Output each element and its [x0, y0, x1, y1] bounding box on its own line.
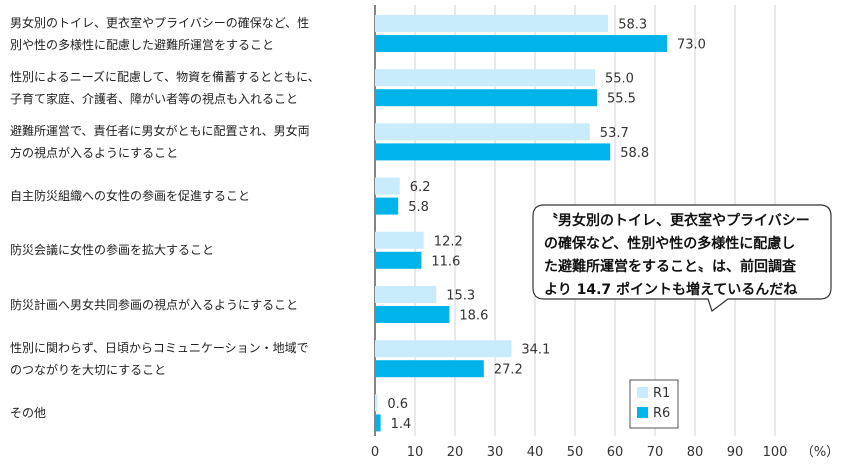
- legend-box: [629, 379, 679, 429]
- bar-r6: [375, 89, 597, 107]
- x-tick-label: 10: [407, 445, 424, 460]
- bar-r1: [375, 69, 595, 87]
- x-tick-label: 30: [487, 445, 504, 460]
- value-label: 27.2: [494, 363, 523, 378]
- category-label: 性別に関わらず、日頃からコミュニケーション・地域で のつながりを大切にすること: [10, 337, 360, 381]
- value-label: 58.3: [618, 18, 647, 33]
- bar-r6: [375, 306, 450, 323]
- bar-r6: [375, 143, 611, 161]
- category-label: その他: [10, 402, 360, 424]
- legend-label: R1: [653, 386, 670, 401]
- value-label: 55.0: [605, 72, 634, 87]
- category-label-line: 防災会議に女性の参画を拡大すること: [10, 243, 215, 258]
- category-label: 自主防災組織への女性の参画を促進すること: [10, 185, 360, 207]
- category-label-line: 男女別のトイレ、更衣室やプライバシーの確保など、性: [10, 15, 310, 30]
- x-tick-label: 0: [371, 445, 379, 460]
- bar-r1: [375, 394, 378, 412]
- x-tick-label: 70: [647, 445, 664, 460]
- x-tick-label: 90: [727, 445, 744, 460]
- category-label: 男女別のトイレ、更衣室やプライバシーの確保など、性 別や性の多様性に配慮した避難所…: [10, 12, 360, 56]
- callout-text: 〝男女別のトイレ、更衣室やプライバシー の確保など、性別や性の多様性に配慮し た…: [544, 210, 826, 302]
- value-label: 18.6: [459, 309, 488, 324]
- category-label-line: 性別に関わらず、日頃からコミュニケーション・地域で: [10, 340, 309, 355]
- value-label: 34.1: [521, 343, 550, 358]
- category-label-line: 子育て家庭、介護者、障がい者等の視点も入れること: [10, 91, 299, 106]
- x-tick-label: 50: [567, 445, 584, 460]
- category-label: 防災会議に女性の参画を拡大すること: [10, 239, 360, 261]
- axis-unit: （%）: [801, 445, 839, 460]
- value-label: 58.8: [620, 146, 649, 161]
- category-label: 性別によるニーズに配慮して、物資を備蓄するとともに、 子育て家庭、介護者、障がい者…: [10, 66, 360, 110]
- callout-line: 〝男女別のトイレ、更衣室やプライバシー: [544, 213, 810, 229]
- bar-r1: [375, 340, 512, 358]
- value-label: 0.6: [387, 397, 408, 412]
- speech-bubble: [532, 204, 832, 312]
- callout-line: より 14.7 ポイントも増えているんだね: [544, 282, 798, 298]
- x-tick-label: 60: [607, 445, 624, 460]
- value-label: 1.4: [391, 417, 412, 432]
- value-label: 12.2: [434, 234, 463, 249]
- category-label: 防災計画へ男女共同参画の視点が入るようにすること: [10, 294, 360, 316]
- bar-r1: [375, 15, 609, 32]
- legend-swatch-r1: [637, 387, 648, 398]
- bars: [375, 15, 667, 432]
- x-tick-label: 100: [763, 445, 788, 460]
- category-label-line: 性別によるニーズに配慮して、物資を備蓄するとともに、: [10, 69, 320, 84]
- bar-r1: [375, 177, 400, 195]
- value-label: 73.0: [677, 38, 706, 53]
- bar-r6: [375, 251, 422, 269]
- x-tick-label: 40: [527, 445, 544, 460]
- bar-r1: [375, 286, 437, 303]
- category-label-line: 防災計画へ男女共同参画の視点が入るようにすること: [10, 297, 299, 312]
- x-tick-label: 80: [687, 445, 704, 460]
- category-label-line: のつながりを大切にすること: [10, 362, 167, 377]
- bar-r6: [375, 360, 484, 378]
- callout-line: の確保など、性別や性の多様性に配慮し: [544, 236, 796, 252]
- value-label: 53.7: [600, 126, 629, 141]
- category-label-line: 避難所運営で、責任者に男女がともに配置され、男女両: [10, 123, 310, 138]
- value-label: 5.8: [408, 200, 429, 215]
- category-label-line: 別や性の多様性に配慮した避難所運営をすること: [10, 37, 275, 52]
- category-label-line: 方の視点が入るようにすること: [10, 145, 179, 160]
- x-tick-label: 20: [447, 445, 464, 460]
- bar-r6: [375, 35, 667, 52]
- value-label: 15.3: [446, 289, 475, 304]
- callout-line: た避難所運営をすること〟は、前回調査: [544, 259, 796, 275]
- value-label: 11.6: [431, 254, 460, 269]
- category-label: 避難所運営で、責任者に男女がともに配置され、男女両 方の視点が入るようにすること: [10, 120, 360, 164]
- x-axis: 0 10 20 30 40 50 60 70 80 90 100 （%）: [371, 445, 839, 460]
- category-label-line: 自主防災組織への女性の参画を促進すること: [10, 189, 251, 204]
- bar-r1: [375, 123, 590, 141]
- bar-r6: [375, 197, 399, 215]
- legend-swatch-r6: [637, 407, 648, 418]
- value-label: 55.5: [607, 92, 636, 107]
- value-label: 6.2: [410, 180, 431, 195]
- category-label-line: その他: [10, 405, 47, 420]
- bar-r6: [375, 414, 381, 432]
- bar-r1: [375, 231, 424, 249]
- legend-label: R6: [653, 406, 670, 421]
- value-labels: 58.3 73.0 55.0 55.5 53.7 58.8 6.2 5.8 12.2 11.6 15…: [387, 18, 706, 432]
